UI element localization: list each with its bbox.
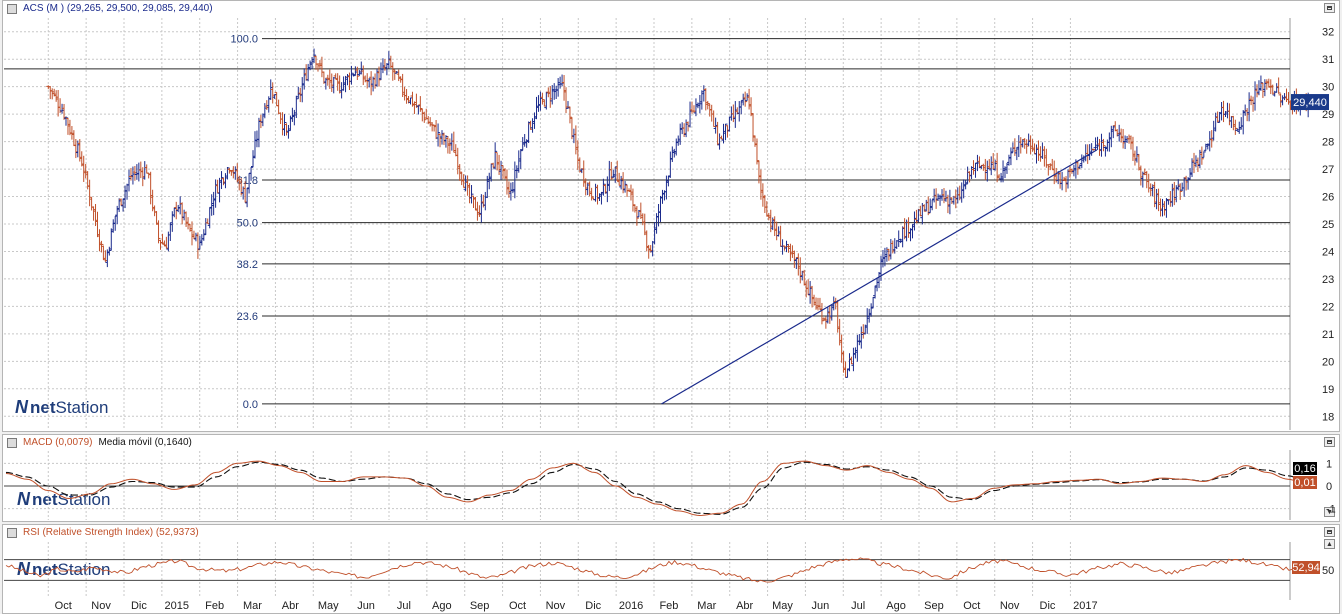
maximize-pane-button[interactable] (1324, 437, 1335, 447)
scroll-up-button[interactable]: ▲ (1324, 539, 1335, 549)
netstation-logo-mark-icon: N (17, 489, 30, 509)
netstation-logo: N netStation (15, 397, 109, 417)
rsi-pane[interactable]: RSI (Relative Strength Index) (52,9373) … (2, 524, 1340, 614)
netstation-logo-mark-icon: N (15, 397, 28, 417)
macd-pane[interactable]: MACD (0,0079) Media móvil (0,1640) ▼ N n… (2, 434, 1340, 522)
pane-menu-icon[interactable] (7, 4, 17, 14)
netstation-logo: N netStation (17, 489, 111, 509)
macd-pane-title: MACD (0,0079) Media móvil (0,1640) (7, 436, 192, 450)
macd-title-text: MACD (0,0079) (23, 437, 93, 448)
signal-title-text: Media móvil (0,1640) (98, 437, 192, 448)
price-pane-title: ACS (M ) (29,265, 29,500, 29,085, 29,440… (7, 2, 213, 16)
maximize-pane-button[interactable] (1324, 3, 1335, 13)
netstation-logo-mark-icon: N (17, 559, 30, 579)
rsi-pane-title: RSI (Relative Strength Index) (52,9373) (7, 526, 199, 540)
price-pane[interactable]: ACS (M ) (29,265, 29,500, 29,085, 29,440… (2, 0, 1340, 432)
rsi-title-text: RSI (Relative Strength Index) (52,9373) (23, 527, 199, 538)
pane-menu-icon[interactable] (7, 438, 17, 448)
scroll-down-button[interactable]: ▼ (1324, 507, 1335, 517)
netstation-logo: N netStation (17, 559, 111, 579)
maximize-pane-button[interactable] (1324, 527, 1335, 537)
price-pane-title-text: ACS (M ) (29,265, 29,500, 29,085, 29,440… (23, 3, 213, 14)
pane-menu-icon[interactable] (7, 528, 17, 538)
